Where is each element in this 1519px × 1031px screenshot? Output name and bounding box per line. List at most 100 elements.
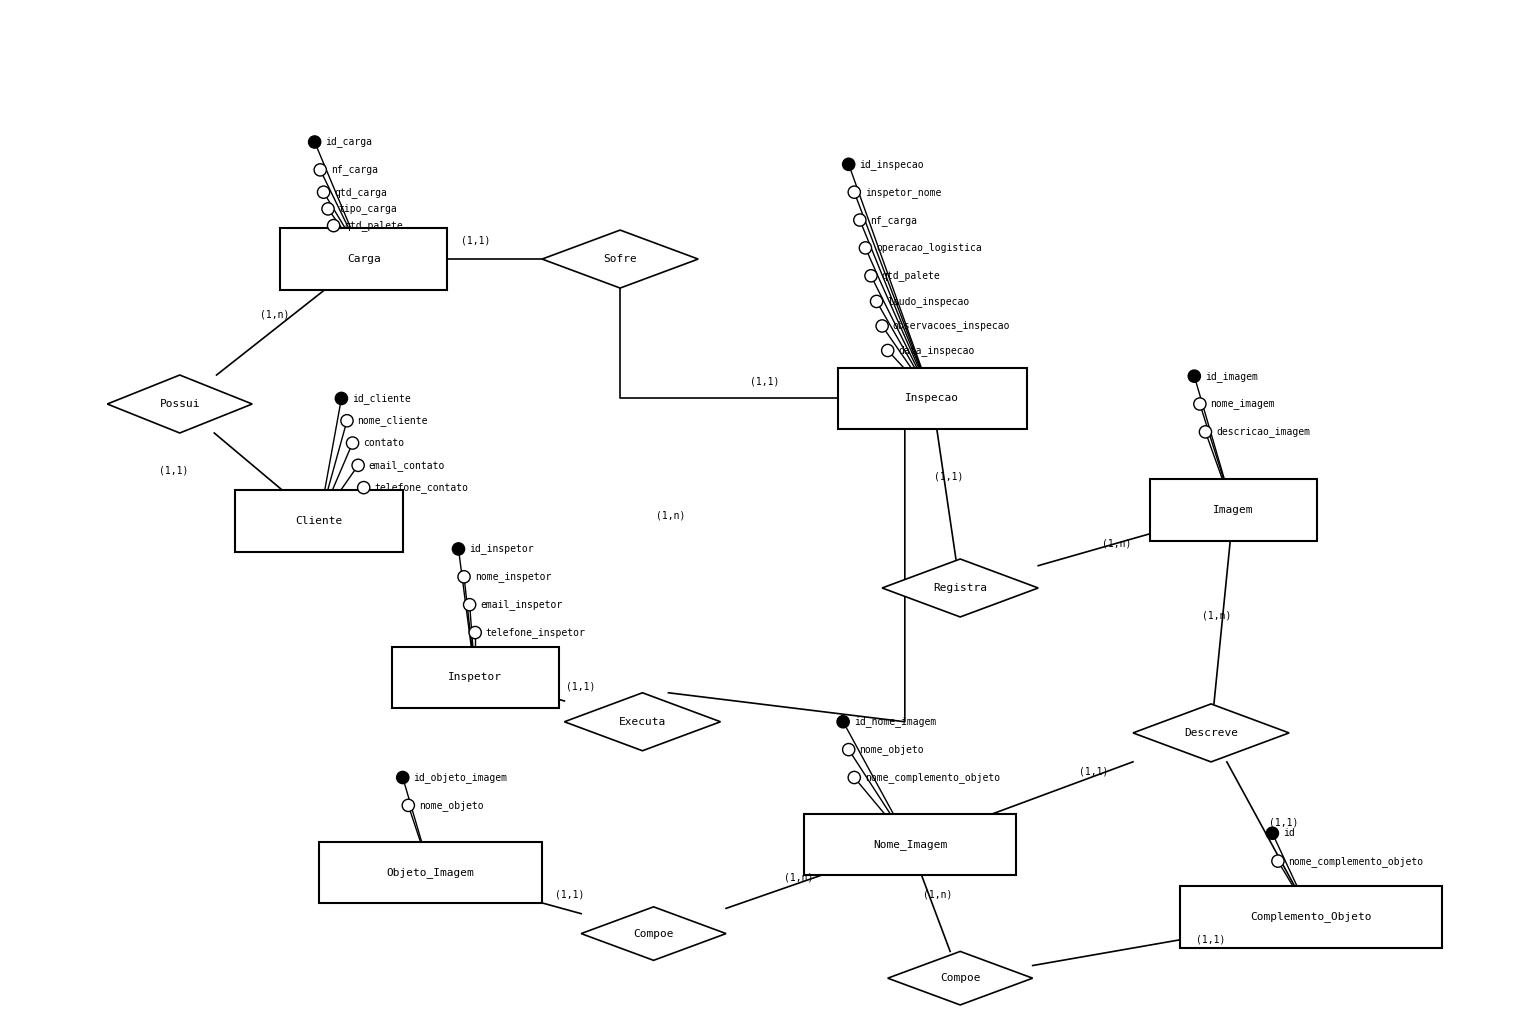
Circle shape <box>357 481 369 494</box>
Text: (1,1): (1,1) <box>934 471 963 481</box>
Circle shape <box>314 164 327 176</box>
Text: inspetor_nome: inspetor_nome <box>864 187 942 198</box>
Text: (1,n): (1,n) <box>260 310 289 320</box>
Text: qtd_palete: qtd_palete <box>345 221 403 231</box>
Text: (1,n): (1,n) <box>1202 610 1232 621</box>
Text: Inspecao: Inspecao <box>905 394 960 403</box>
Circle shape <box>1271 855 1284 867</box>
Circle shape <box>322 203 334 215</box>
Circle shape <box>843 158 855 170</box>
Text: nf_carga: nf_carga <box>331 164 378 175</box>
Text: (1,n): (1,n) <box>1101 538 1132 548</box>
Text: Objeto_Imagem: Objeto_Imagem <box>387 867 474 877</box>
Circle shape <box>876 320 889 332</box>
Text: Sofre: Sofre <box>603 254 636 264</box>
Text: descricao_imagem: descricao_imagem <box>1217 427 1309 437</box>
Text: id_inspecao: id_inspecao <box>860 159 924 170</box>
Circle shape <box>457 571 471 583</box>
Text: (1,1): (1,1) <box>159 466 188 476</box>
FancyBboxPatch shape <box>279 229 447 290</box>
Text: Executa: Executa <box>618 717 665 727</box>
Text: id_objeto_imagem: id_objeto_imagem <box>413 772 507 783</box>
FancyBboxPatch shape <box>319 841 542 903</box>
Circle shape <box>1188 370 1200 383</box>
Text: Carga: Carga <box>346 254 381 264</box>
Circle shape <box>469 627 482 638</box>
Text: id_carga: id_carga <box>325 136 372 147</box>
Text: Complemento_Objeto: Complemento_Objeto <box>1250 911 1372 923</box>
Circle shape <box>864 270 876 281</box>
Text: nf_carga: nf_carga <box>870 214 917 226</box>
Text: contato: contato <box>363 438 404 448</box>
Text: (1,1): (1,1) <box>460 235 491 245</box>
Circle shape <box>870 295 883 307</box>
Circle shape <box>854 213 866 226</box>
Polygon shape <box>887 952 1033 1005</box>
Text: (1,1): (1,1) <box>750 376 779 387</box>
Text: Compoe: Compoe <box>633 929 674 938</box>
Circle shape <box>1200 426 1212 438</box>
Text: (1,n): (1,n) <box>656 510 685 521</box>
Text: nome_complemento_objeto: nome_complemento_objeto <box>864 772 1000 783</box>
Polygon shape <box>108 375 252 433</box>
Text: Compoe: Compoe <box>940 973 980 984</box>
FancyBboxPatch shape <box>235 491 403 552</box>
Text: Imagem: Imagem <box>1214 505 1253 514</box>
Circle shape <box>346 437 358 450</box>
Circle shape <box>328 220 340 232</box>
Text: Cliente: Cliente <box>296 517 343 526</box>
Text: qtd_palete: qtd_palete <box>881 270 940 281</box>
Polygon shape <box>1133 704 1290 762</box>
Text: Descreve: Descreve <box>1183 728 1238 738</box>
Text: (1,1): (1,1) <box>1080 767 1109 777</box>
Text: nome_cliente: nome_cliente <box>357 415 428 426</box>
Text: nome_complemento_objeto: nome_complemento_objeto <box>1288 856 1423 867</box>
Text: telefone_inspetor: telefone_inspetor <box>486 627 586 638</box>
Text: (1,1): (1,1) <box>1197 934 1226 944</box>
Text: qtd_carga: qtd_carga <box>334 187 387 198</box>
Circle shape <box>1194 398 1206 410</box>
Circle shape <box>308 136 321 148</box>
Text: telefone_contato: telefone_contato <box>374 483 468 493</box>
FancyBboxPatch shape <box>1180 887 1443 947</box>
Text: nome_imagem: nome_imagem <box>1211 399 1274 409</box>
Polygon shape <box>582 907 726 960</box>
Circle shape <box>860 242 872 254</box>
Text: (1,1): (1,1) <box>567 681 595 691</box>
Circle shape <box>463 599 475 610</box>
Text: nome_objeto: nome_objeto <box>419 800 483 810</box>
Text: data_inspecao: data_inspecao <box>898 345 975 356</box>
Text: Registra: Registra <box>933 583 987 593</box>
Text: id_cliente: id_cliente <box>352 393 410 404</box>
Text: nome_objeto: nome_objeto <box>860 744 924 755</box>
Text: Nome_Imagem: Nome_Imagem <box>873 839 948 850</box>
Circle shape <box>317 186 330 198</box>
Text: (1,n): (1,n) <box>784 873 813 883</box>
Circle shape <box>453 542 465 555</box>
Text: (1,1): (1,1) <box>1268 818 1299 827</box>
Text: Inspetor: Inspetor <box>448 672 503 683</box>
Circle shape <box>837 716 849 728</box>
Text: observacoes_inspecao: observacoes_inspecao <box>893 321 1010 331</box>
Circle shape <box>396 771 409 784</box>
Text: (1,1): (1,1) <box>556 890 585 900</box>
Text: tipo_carga: tipo_carga <box>339 203 398 214</box>
Text: email_contato: email_contato <box>369 460 445 471</box>
Circle shape <box>352 459 365 471</box>
Text: nome_inspetor: nome_inspetor <box>474 571 551 583</box>
Circle shape <box>843 743 855 756</box>
Circle shape <box>403 799 415 811</box>
Circle shape <box>848 771 860 784</box>
Text: operacao_logistica: operacao_logistica <box>876 242 981 254</box>
Text: id: id <box>1284 828 1294 838</box>
Text: laudo_inspecao: laudo_inspecao <box>887 296 969 307</box>
Circle shape <box>881 344 893 357</box>
Text: Possui: Possui <box>159 399 201 409</box>
Text: id_imagem: id_imagem <box>1205 371 1258 381</box>
FancyBboxPatch shape <box>392 646 559 708</box>
Text: id_nome_imagem: id_nome_imagem <box>854 717 936 727</box>
Polygon shape <box>565 693 720 751</box>
Circle shape <box>340 414 352 427</box>
Text: id_inspetor: id_inspetor <box>469 543 533 555</box>
Text: email_inspetor: email_inspetor <box>480 599 562 610</box>
